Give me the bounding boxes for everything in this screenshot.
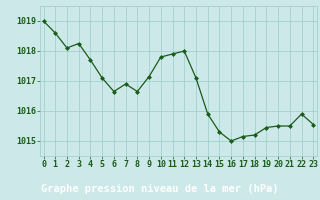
Text: Graphe pression niveau de la mer (hPa): Graphe pression niveau de la mer (hPa) [41, 183, 279, 194]
